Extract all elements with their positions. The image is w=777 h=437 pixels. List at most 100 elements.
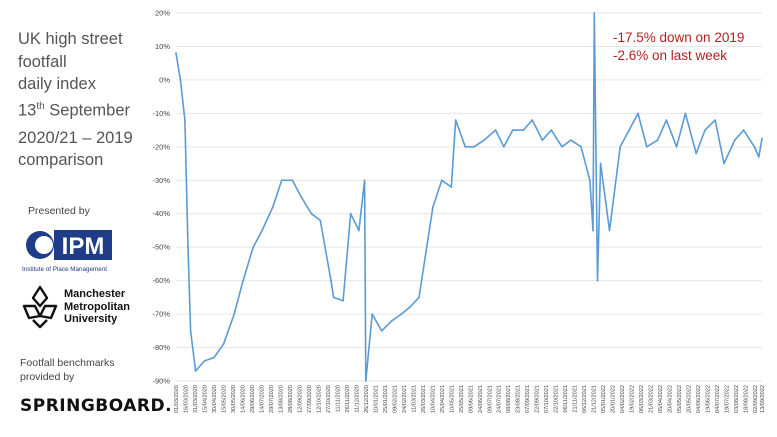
page-title: UK high street footfall daily index 13th… bbox=[18, 28, 168, 122]
y-tick-label: -60% bbox=[152, 276, 170, 285]
x-tick-label: 24/06/2021 bbox=[478, 385, 484, 413]
title-line-4: 13th September bbox=[18, 96, 168, 122]
y-tick-label: -30% bbox=[152, 176, 170, 185]
x-axis: 01/03/2020 16/03/2020 31/03/2020 15/04/2020… bbox=[174, 385, 766, 413]
title-line-2: footfall bbox=[18, 52, 67, 71]
x-tick-label: 05/05/2022 bbox=[677, 385, 683, 413]
data-point bbox=[342, 299, 344, 302]
x-tick-label: 10/01/2021 bbox=[373, 385, 379, 413]
x-tick-label: 28/08/2020 bbox=[288, 385, 294, 413]
y-axis: 20% 10% 0% -10% -20% -30% -40% -50% -60% -70% -80%… bbox=[152, 9, 170, 386]
data-point bbox=[608, 229, 611, 232]
x-tick-label: 12/10/2020 bbox=[316, 385, 322, 413]
data-point bbox=[645, 145, 648, 148]
x-tick-label: 30/04/2020 bbox=[212, 385, 218, 413]
data-point bbox=[271, 206, 274, 208]
data-point bbox=[179, 79, 182, 81]
data-point bbox=[619, 145, 622, 148]
data-point bbox=[310, 212, 313, 215]
data-point bbox=[203, 360, 206, 362]
x-tick-label: 26/11/2020 bbox=[345, 385, 351, 413]
ipm-logo-text: IPM bbox=[62, 233, 105, 260]
x-tick-label: 25/04/2021 bbox=[440, 385, 446, 413]
data-point bbox=[637, 112, 639, 115]
data-point bbox=[440, 179, 443, 182]
y-tick-label: -20% bbox=[152, 142, 170, 151]
data-point bbox=[464, 145, 467, 148]
mmu-logo: Manchester Metropolitan University bbox=[20, 284, 165, 334]
x-tick-label: 04/06/2022 bbox=[696, 385, 702, 413]
data-point bbox=[194, 370, 197, 372]
y-tick-label: -40% bbox=[152, 209, 170, 218]
x-tick-label: 19/06/2022 bbox=[706, 385, 712, 413]
data-point bbox=[390, 319, 393, 322]
y-tick-label: -70% bbox=[152, 310, 170, 319]
benchmarks-label: Footfall benchmarks provided by bbox=[20, 356, 160, 384]
x-tick-label: 24/07/2021 bbox=[497, 385, 503, 413]
data-point bbox=[332, 296, 335, 299]
x-tick-label: 18/08/2022 bbox=[744, 385, 750, 413]
x-tick-label: 08/08/2021 bbox=[506, 385, 512, 413]
x-tick-label: 26/12/2020 bbox=[364, 385, 370, 413]
data-point bbox=[187, 246, 189, 249]
data-point bbox=[531, 119, 534, 121]
data-point bbox=[628, 129, 630, 132]
data-point bbox=[742, 129, 745, 132]
annotation-vs-last-week: -2.6% on last week bbox=[613, 48, 728, 63]
data-point bbox=[280, 179, 283, 182]
x-tick-label: 14/06/2020 bbox=[240, 385, 246, 413]
x-tick-label: 22/10/2021 bbox=[554, 385, 560, 413]
chart-grid bbox=[176, 12, 762, 382]
x-tick-label: 22/09/2021 bbox=[535, 385, 541, 413]
title-line-1: UK high street bbox=[18, 30, 123, 48]
data-point bbox=[483, 139, 486, 142]
subtitle-line-2: comparison bbox=[18, 151, 104, 169]
data-point bbox=[291, 179, 294, 182]
x-tick-label: 13/08/2020 bbox=[278, 385, 284, 413]
x-tick-label: 12/09/2020 bbox=[297, 385, 303, 413]
data-point bbox=[753, 145, 756, 148]
benchmarks-line-2: provided by bbox=[20, 371, 75, 383]
x-tick-label: 24/02/2021 bbox=[402, 385, 408, 413]
data-point bbox=[580, 145, 582, 148]
data-point bbox=[319, 219, 322, 222]
data-point bbox=[473, 145, 475, 148]
x-tick-label: 11/11/2020 bbox=[335, 385, 341, 412]
ipm-logo: IPM Institute of Place Management bbox=[22, 230, 112, 273]
x-tick-label: 30/05/2020 bbox=[231, 385, 237, 413]
subtitle-line-1: 2020/21 – 2019 bbox=[18, 129, 133, 147]
x-tick-label: 21/12/2021 bbox=[592, 385, 598, 413]
data-point bbox=[189, 329, 192, 332]
y-tick-label: 20% bbox=[155, 9, 170, 18]
x-tick-label: 05/04/2022 bbox=[658, 385, 664, 413]
x-tick-label: 21/11/2021 bbox=[573, 385, 579, 413]
x-tick-label: 06/12/2021 bbox=[582, 385, 588, 413]
data-point bbox=[757, 156, 760, 158]
x-tick-label: 14/07/2020 bbox=[259, 385, 265, 413]
data-point bbox=[242, 279, 245, 282]
data-point bbox=[400, 313, 403, 315]
x-tick-label: 26/03/2021 bbox=[421, 385, 427, 413]
mmu-line-2: Metropolitan bbox=[64, 300, 130, 313]
presented-by-label: Presented by bbox=[28, 205, 90, 217]
x-tick-label: 19/07/2022 bbox=[725, 385, 731, 413]
data-point bbox=[213, 356, 215, 359]
data-point bbox=[550, 129, 553, 132]
data-point bbox=[599, 162, 602, 165]
data-point bbox=[695, 152, 698, 155]
data-point bbox=[358, 229, 360, 232]
mmu-emblem-icon bbox=[22, 285, 58, 329]
data-point bbox=[261, 229, 263, 232]
data-point bbox=[704, 129, 706, 132]
data-point bbox=[502, 145, 505, 148]
x-tick-label: 06/11/2021 bbox=[563, 385, 569, 413]
x-tick-label: 15/05/2020 bbox=[221, 385, 227, 413]
ipm-logo-subtext: Institute of Place Management bbox=[22, 266, 107, 273]
x-tick-label: 06/03/2022 bbox=[639, 385, 645, 413]
title-date-number: 13 bbox=[18, 101, 37, 119]
data-point bbox=[570, 139, 572, 142]
x-tick-label: 02/09/2022 bbox=[753, 385, 759, 413]
x-tick-label: 04/07/2022 bbox=[715, 385, 721, 413]
x-tick-label: 11/03/2021 bbox=[411, 385, 417, 413]
x-tick-label: 05/01/2022 bbox=[601, 385, 607, 413]
